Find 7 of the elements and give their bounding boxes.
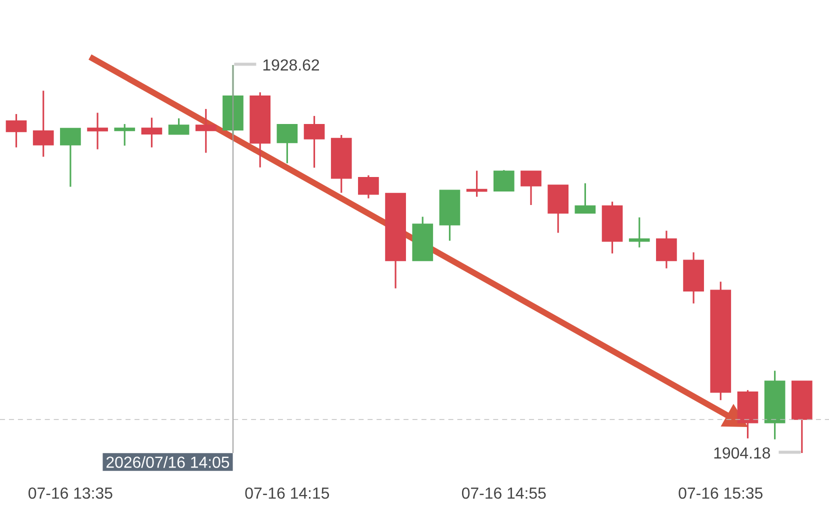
annotation: 1928.62 <box>263 59 319 71</box>
x-tick-label: 07-16 13:35 <box>28 488 112 499</box>
x-tick-label: 07-16 14:55 <box>462 488 546 499</box>
x-tick-label: 07-16 14:15 <box>245 488 330 499</box>
ref-line-label: 2026/07/16 14:05 <box>106 456 230 468</box>
x-tick-label: 07-16 15:35 <box>678 488 762 499</box>
annotation: 1904.18 <box>714 447 770 459</box>
